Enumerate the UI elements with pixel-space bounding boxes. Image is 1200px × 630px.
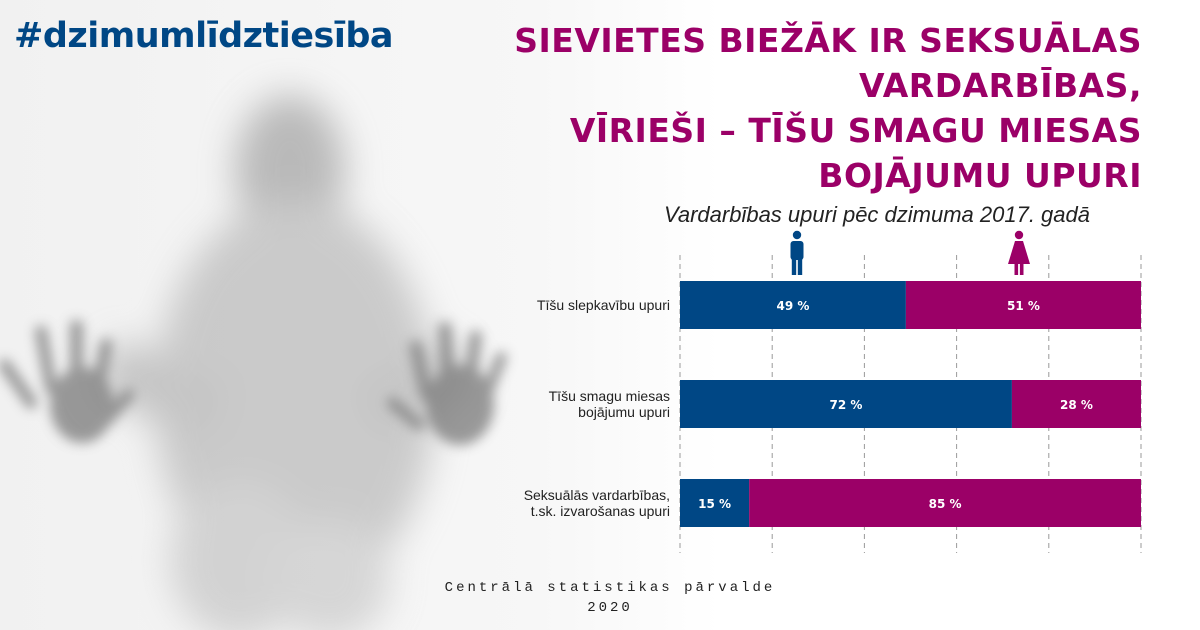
chart-bars: 49 % 51 % 72 % 28 % 15 % 85 % xyxy=(680,281,1141,527)
category-label: Seksuālās vardarbības, t.sk. izvarošanas … xyxy=(430,487,670,519)
category-label: Tīšu slepkavību upuri xyxy=(430,297,670,313)
data-label: 15 % xyxy=(698,497,731,511)
data-label: 49 % xyxy=(776,299,809,313)
data-label: 72 % xyxy=(830,398,863,412)
footer: Centrālā statistikas pārvalde 2020 xyxy=(330,578,890,618)
category-label-line: Seksuālās vardarbības, xyxy=(523,487,670,503)
data-label: 51 % xyxy=(1007,299,1040,313)
data-label: 85 % xyxy=(929,497,962,511)
footer-year: 2020 xyxy=(587,600,633,616)
bar-segment xyxy=(1011,380,1141,428)
male-icon xyxy=(790,230,804,275)
female-icon xyxy=(1008,230,1030,275)
bar-segment xyxy=(749,479,1141,527)
hashtag: #dzimumlīdztiesība xyxy=(14,16,394,56)
category-label-line: bojājumu upuri xyxy=(578,404,670,420)
headline-line-2: vardarbības, xyxy=(858,66,1142,105)
bar-segment xyxy=(680,380,1012,428)
headline: Sievietes biežāk ir seksuālas vardarbība… xyxy=(442,18,1142,198)
category-label-line: Tīšu smagu miesas xyxy=(548,388,670,404)
bar-segment xyxy=(905,281,1141,329)
chart-legend xyxy=(790,230,1030,275)
bar-segment xyxy=(680,281,906,329)
chart-title: Vardarbības upuri pēc dzimuma 2017. gadā xyxy=(664,202,1091,227)
bar-segment xyxy=(680,479,750,527)
category-label-line: t.sk. izvarošanas upuri xyxy=(530,503,670,519)
category-label-line: Tīšu slepkavību upuri xyxy=(536,297,670,313)
headline-line-1: Sievietes biežāk ir seksuālas xyxy=(514,21,1142,60)
headline-line-3: vīrieši – tīšu smagu miesas xyxy=(569,111,1142,150)
category-label: Tīšu smagu miesas bojājumu upuri xyxy=(430,388,670,420)
footer-source: Centrālā statistikas pārvalde xyxy=(444,580,776,596)
headline-line-4: bojājumu upuri xyxy=(818,156,1142,195)
data-label: 28 % xyxy=(1060,398,1093,412)
